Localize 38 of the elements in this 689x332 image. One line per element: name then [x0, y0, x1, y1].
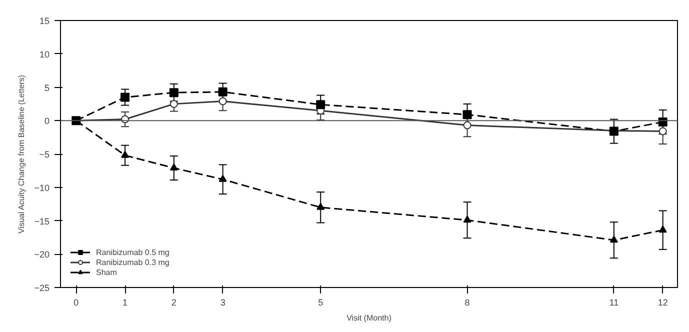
x-tick-label: 0 — [74, 298, 79, 308]
legend-label: Ranibizumab 0.3 mg — [96, 257, 170, 267]
point — [169, 88, 178, 98]
point — [121, 150, 130, 158]
point — [316, 100, 326, 110]
point — [658, 226, 667, 233]
y-tick-label: −15 — [34, 216, 50, 226]
y-tick-label: −20 — [34, 250, 50, 260]
point — [120, 92, 130, 102]
y-tick-label: 0 — [44, 116, 50, 126]
point — [658, 127, 667, 136]
point — [462, 110, 472, 120]
point — [218, 174, 227, 182]
legend-label: Ranibizumab 0.5 mg — [96, 247, 170, 257]
y-tick-label: 15 — [39, 16, 50, 26]
point — [170, 163, 178, 171]
x-tick-label: 12 — [658, 298, 668, 308]
point — [610, 236, 618, 243]
point — [170, 100, 178, 108]
x-tick-label: 3 — [220, 298, 226, 308]
y-tick-label: 5 — [44, 82, 50, 93]
x-axis-title: Visit (Month) — [346, 314, 392, 322]
y-tick-label: −25 — [34, 283, 50, 293]
point — [218, 87, 228, 96]
x-tick-label: 1 — [122, 298, 128, 308]
x-tick-label: 11 — [609, 298, 619, 308]
point — [463, 216, 472, 223]
point — [463, 121, 472, 130]
legend-label: Sham — [96, 267, 117, 277]
x-tick-label: 2 — [171, 298, 176, 308]
y-tick-label: −5 — [39, 150, 50, 160]
y-tick-label: 10 — [39, 49, 50, 60]
x-tick-label: 5 — [318, 298, 324, 308]
x-tick-label: 8 — [464, 298, 470, 308]
point — [316, 202, 325, 210]
y-tick-label: −10 — [34, 182, 50, 193]
point — [218, 97, 227, 106]
y-axis-title: Visual Acuity Change from Baseline (Letters) — [17, 74, 26, 234]
